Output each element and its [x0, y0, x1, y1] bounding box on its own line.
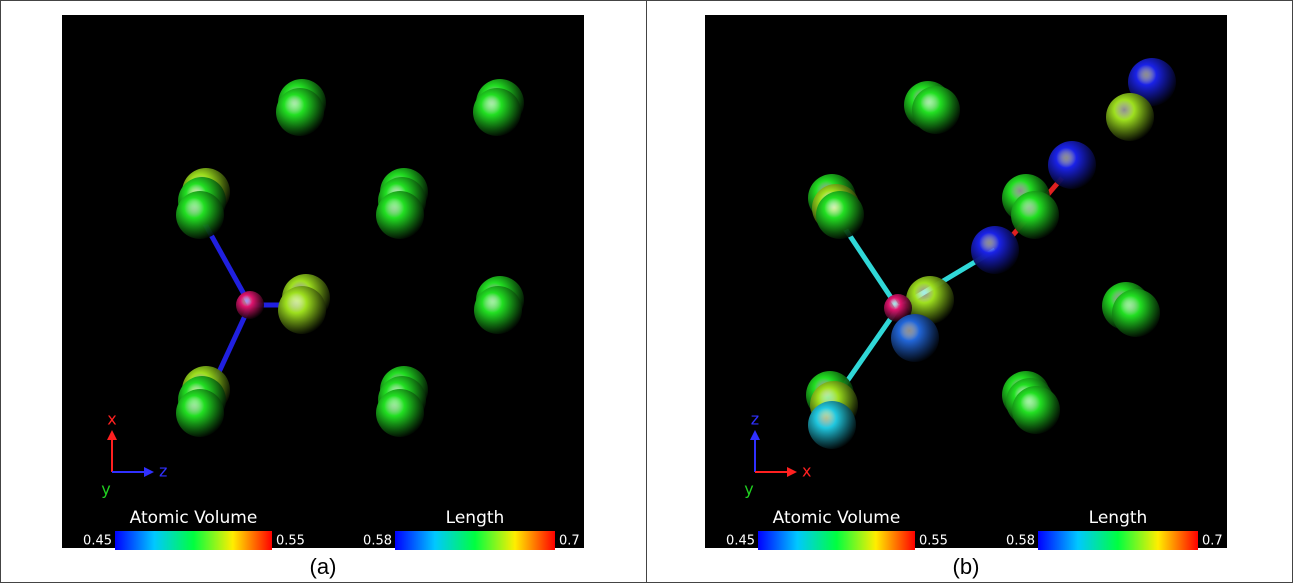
panel: x z y Atomic Volume 0.45 0.55 Length 0.58 0.7 (a) [62, 15, 584, 579]
panel: z x y Atomic Volume 0.45 0.55 Length 0.58 0.7 (b) [705, 15, 1227, 579]
colorbar [758, 531, 915, 550]
atom [176, 389, 224, 437]
colorbar [115, 531, 272, 550]
atom [474, 286, 522, 334]
colorbar-min: 0.45 [726, 534, 755, 549]
atom [176, 191, 224, 239]
colorbar-min: 0.58 [1006, 534, 1035, 549]
atom [236, 291, 264, 319]
axis-label: y [101, 480, 110, 499]
colorbar-title: Length [1089, 508, 1148, 528]
atom [808, 401, 856, 449]
atom [1112, 289, 1160, 337]
figure: x z y Atomic Volume 0.45 0.55 Length 0.58 0.7 (a)… [0, 0, 1293, 583]
axis-label: y [744, 480, 753, 499]
axis-label: z [159, 462, 167, 481]
atom [1012, 386, 1060, 434]
atom [278, 286, 326, 334]
atom [473, 88, 521, 136]
axis-label: x [107, 410, 116, 429]
atom [971, 226, 1019, 274]
atom [376, 191, 424, 239]
axis-label: z [751, 410, 759, 429]
atom [816, 191, 864, 239]
colorbar-title: Atomic Volume [773, 508, 901, 528]
panel-label: (a) [310, 554, 337, 579]
atom [912, 86, 960, 134]
axis-label: x [802, 462, 811, 481]
atom [1106, 93, 1154, 141]
atom [1011, 191, 1059, 239]
atom [376, 389, 424, 437]
colorbar-title: Length [446, 508, 505, 528]
panel-label: (b) [953, 554, 980, 579]
colorbar-max: 0.7 [1202, 534, 1223, 549]
colorbar-min: 0.45 [83, 534, 112, 549]
atom [1048, 141, 1096, 189]
colorbar [1038, 531, 1198, 550]
atom [891, 314, 939, 362]
atom [276, 88, 324, 136]
colorbar-max: 0.7 [559, 534, 580, 549]
colorbar-max: 0.55 [919, 534, 948, 549]
colorbar-title: Atomic Volume [130, 508, 258, 528]
colorbar-max: 0.55 [276, 534, 305, 549]
colorbar-min: 0.58 [363, 534, 392, 549]
colorbar [395, 531, 555, 550]
